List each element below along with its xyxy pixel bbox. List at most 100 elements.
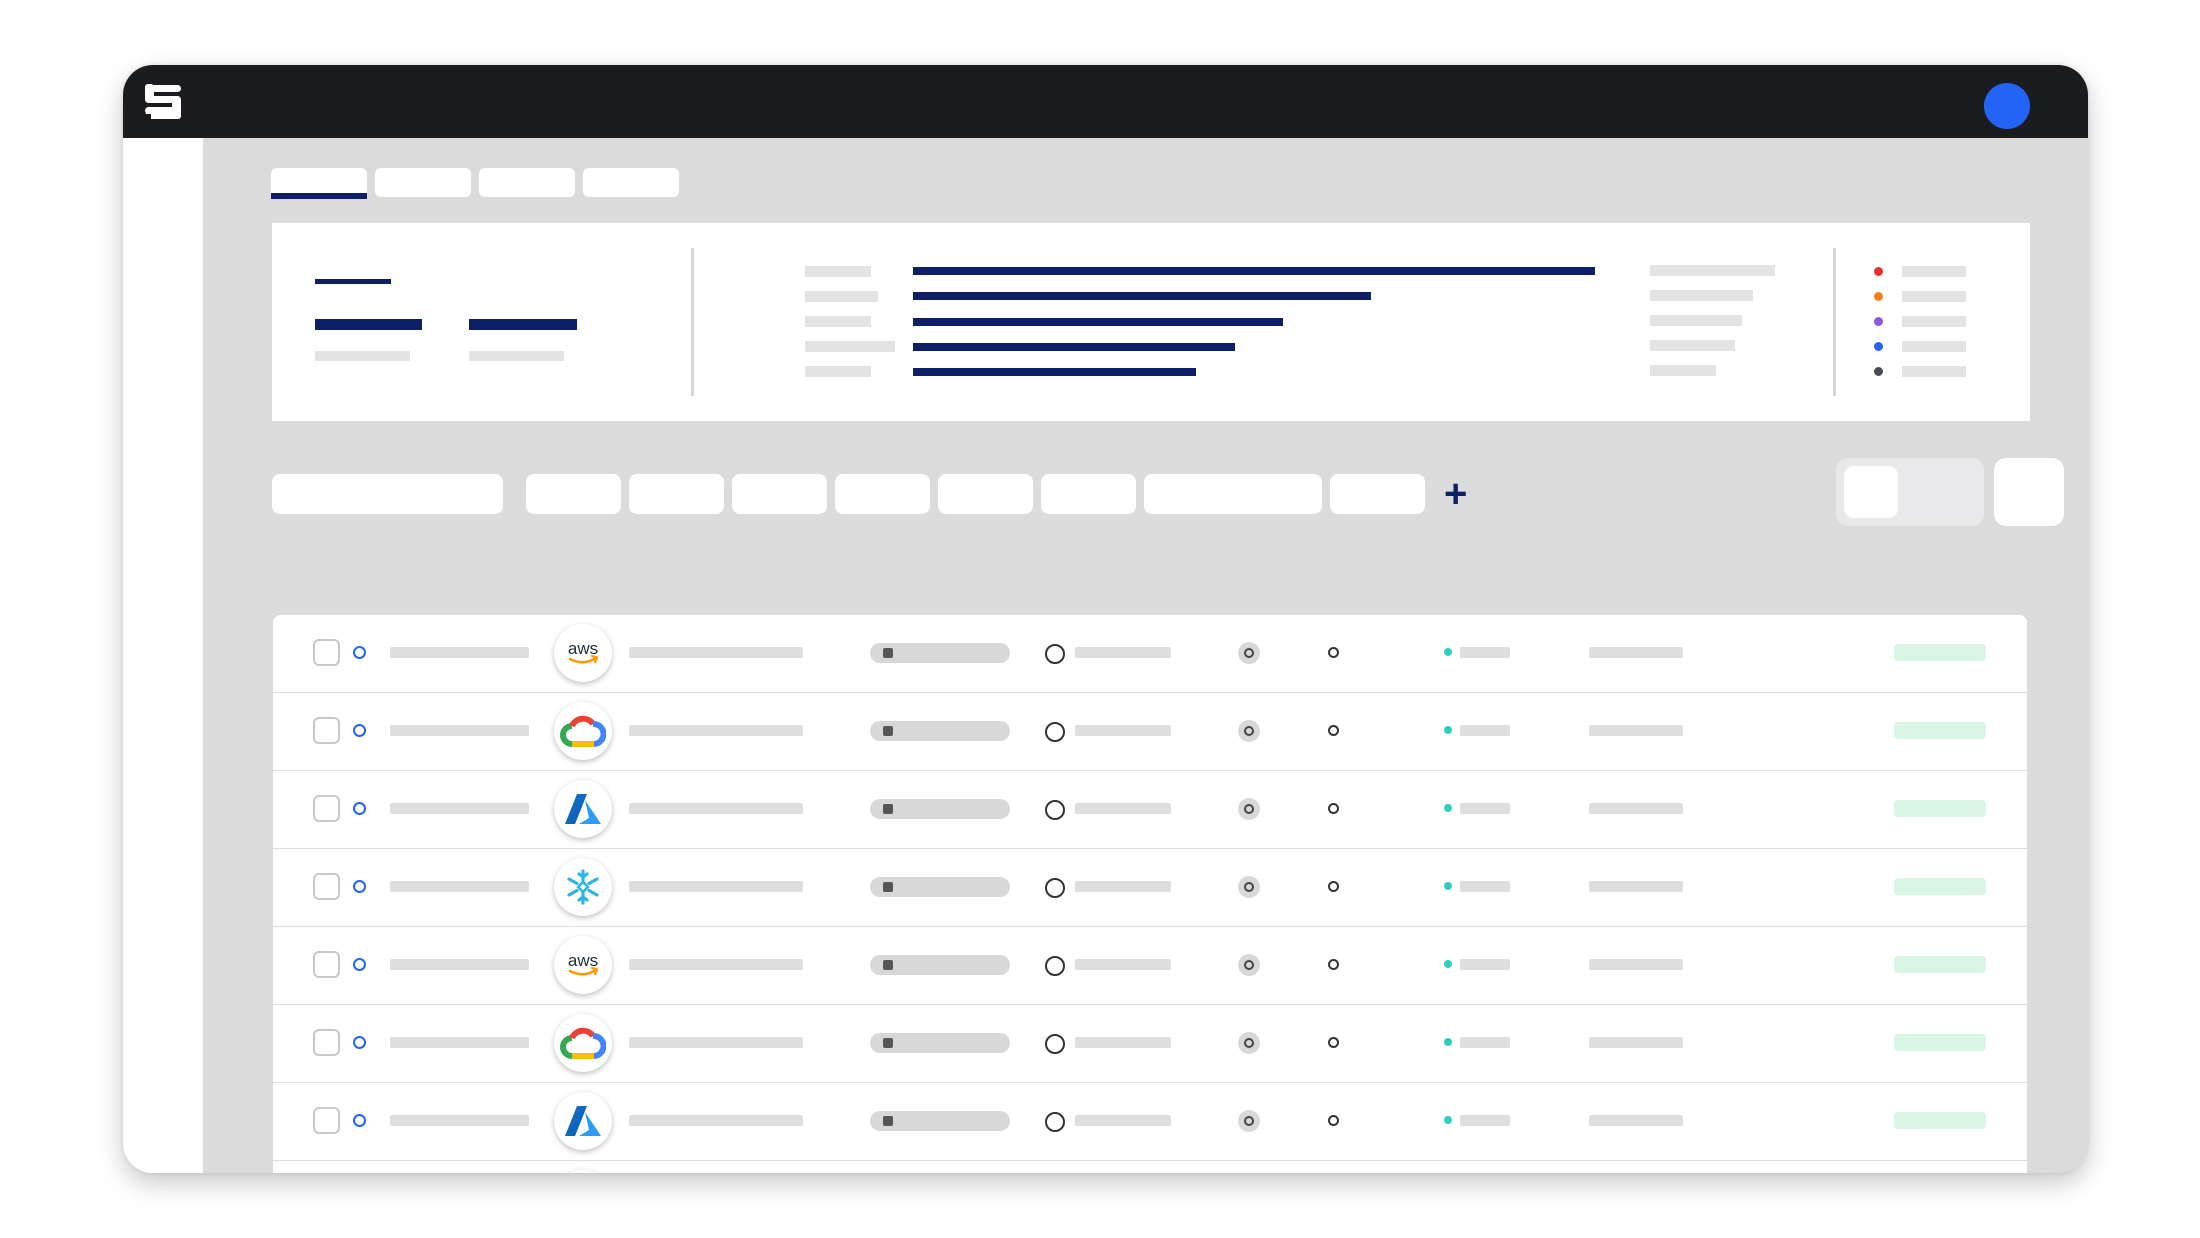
filter-chip-5[interactable] [938,474,1033,514]
type-tag-square [883,960,893,970]
row-status-placeholder [1075,959,1171,970]
region-icon [1238,798,1260,820]
row-name-placeholder [390,725,529,736]
filter-chip-1[interactable] [526,474,621,514]
table-row-6[interactable] [273,1005,2027,1083]
filter-chip-2[interactable] [629,474,724,514]
type-tag [870,799,1010,819]
row-checkbox[interactable] [313,873,340,900]
snowflake-logo [554,1170,612,1173]
legend-label-5 [1902,366,1966,377]
sidebar [123,138,203,1173]
legend-label-3 [1902,316,1966,327]
row-select-radio[interactable] [353,802,366,815]
row-select-radio[interactable] [353,1036,366,1049]
table-row-5[interactable]: aws [273,927,2027,1005]
azure-logo [554,1092,612,1150]
table-row-3[interactable] [273,771,2027,849]
summary-divider-2 [1833,248,1836,396]
filter-chip-7[interactable] [1144,474,1322,514]
table-row-2[interactable] [273,693,2027,771]
row-select-radio[interactable] [353,724,366,737]
status-badge [1894,1112,1986,1129]
tab-4[interactable] [583,168,679,197]
type-tag [870,721,1010,741]
row-resource-placeholder [629,881,803,892]
chart-value-2 [1650,290,1753,301]
chart-bar-3 [913,318,1283,326]
table-row-8[interactable] [273,1161,2027,1173]
row-status-placeholder [1075,803,1171,814]
azure-logo-icon [565,794,601,824]
health-dot [1444,1116,1452,1124]
row-checkbox[interactable] [313,717,340,744]
row-date-placeholder [1589,959,1683,970]
row-date-placeholder [1589,647,1683,658]
add-filter-icon[interactable]: + [1444,472,1468,516]
kpi-title [315,279,391,284]
table-row-1[interactable]: aws [273,615,2027,693]
status-badge [1894,800,1986,817]
status-ring-icon [1045,800,1065,820]
row-select-radio[interactable] [353,1114,366,1127]
row-checkbox[interactable] [313,951,340,978]
legend-label-1 [1902,266,1966,277]
row-date-placeholder [1589,1115,1683,1126]
row-status-placeholder [1075,1115,1171,1126]
snowflake-logo-icon [567,869,599,905]
filter-chip-3[interactable] [732,474,827,514]
filter-chip-8[interactable] [1330,474,1425,514]
row-checkbox[interactable] [313,1029,340,1056]
summary-divider-1 [691,248,694,396]
row-name-placeholder [390,803,529,814]
table-row-7[interactable] [273,1083,2027,1161]
row-resource-placeholder [629,803,803,814]
status-ring-icon [1045,722,1065,742]
row-health-placeholder [1460,1115,1510,1126]
search-input[interactable] [272,474,503,514]
chart-bar-4 [913,343,1235,351]
table-row-4[interactable] [273,849,2027,927]
row-select-radio[interactable] [353,958,366,971]
row-select-radio[interactable] [353,880,366,893]
filter-chip-4[interactable] [835,474,930,514]
row-resource-placeholder [629,1037,803,1048]
type-tag-square [883,1038,893,1048]
row-checkbox[interactable] [313,639,340,666]
chart-label-3 [805,316,871,327]
type-tag-square [883,1116,893,1126]
user-avatar[interactable] [1984,83,2030,129]
row-date-placeholder [1589,803,1683,814]
chart-label-2 [805,291,878,302]
view-toggle[interactable] [1836,458,1984,526]
row-name-placeholder [390,881,529,892]
azure-logo [554,780,612,838]
chart-label-5 [805,366,871,377]
row-health-placeholder [1460,647,1510,658]
row-checkbox[interactable] [313,1107,340,1134]
view-options-button[interactable] [1994,458,2064,526]
kpi-value-1 [315,319,422,330]
filter-chip-6[interactable] [1041,474,1136,514]
region-icon [1238,876,1260,898]
row-date-placeholder [1589,881,1683,892]
tab-3[interactable] [479,168,575,197]
resource-table: aws [273,615,2027,1173]
small-ring-icon [1328,1115,1339,1126]
row-status-placeholder [1075,647,1171,658]
app-logo-icon[interactable] [143,83,183,121]
row-health-placeholder [1460,959,1510,970]
small-ring-icon [1328,647,1339,658]
status-ring-icon [1045,1034,1065,1054]
row-select-radio[interactable] [353,646,366,659]
kpi-value-2 [469,319,577,330]
tab-1[interactable] [271,168,367,199]
row-health-placeholder [1460,1037,1510,1048]
legend-dot-red [1874,267,1883,276]
tab-2[interactable] [375,168,471,197]
region-icon [1238,720,1260,742]
row-checkbox[interactable] [313,795,340,822]
google-cloud-logo [554,702,612,760]
top-bar [123,65,2088,138]
row-health-placeholder [1460,803,1510,814]
